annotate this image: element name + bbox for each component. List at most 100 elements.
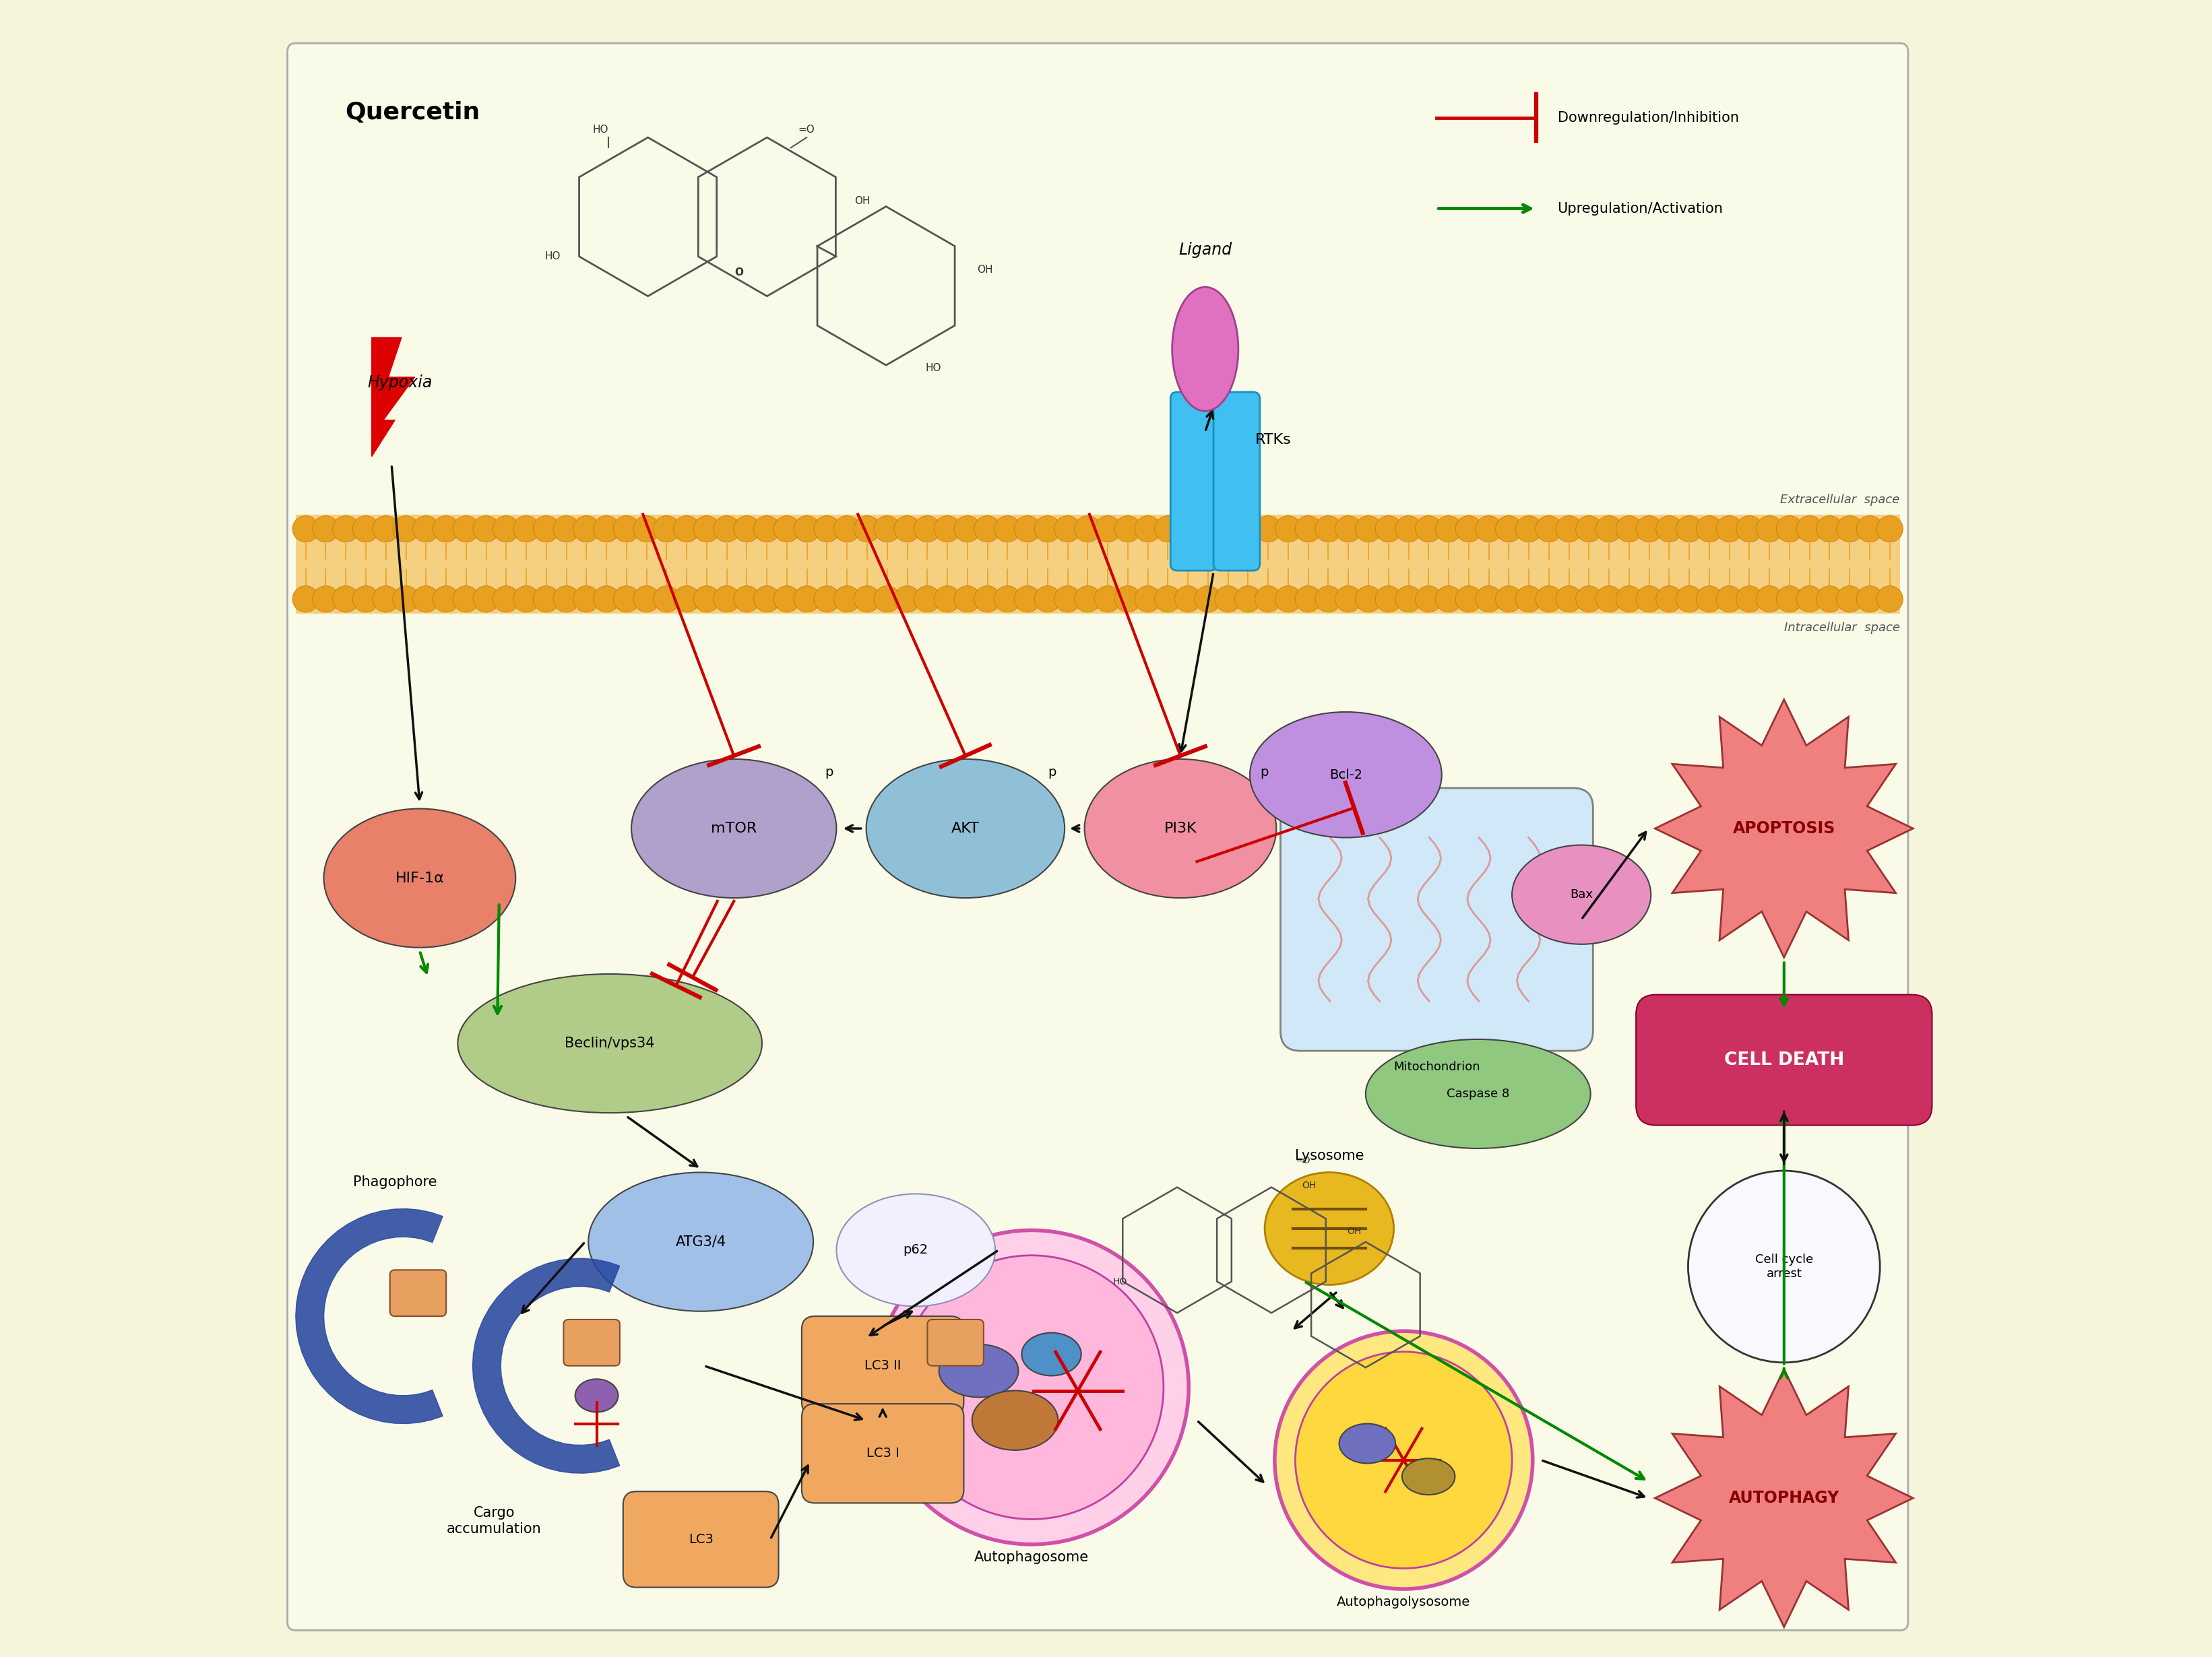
Circle shape [914,515,940,542]
Text: PI3K: PI3K [1164,822,1197,835]
Circle shape [874,587,900,611]
Circle shape [1637,587,1663,611]
Text: Autophagosome: Autophagosome [973,1551,1088,1564]
Circle shape [1736,515,1763,542]
Circle shape [1688,1171,1880,1362]
Ellipse shape [458,974,761,1114]
Circle shape [394,587,420,611]
Circle shape [1876,587,1902,611]
Circle shape [1396,587,1422,611]
Circle shape [1796,587,1823,611]
Circle shape [1495,515,1522,542]
Circle shape [1436,587,1462,611]
Text: OH: OH [978,265,993,275]
Text: Cargo
accumulation: Cargo accumulation [447,1506,542,1536]
Circle shape [1697,515,1723,542]
Circle shape [754,515,781,542]
Circle shape [1736,587,1763,611]
Circle shape [372,515,398,542]
FancyBboxPatch shape [624,1491,779,1587]
Circle shape [1376,515,1402,542]
Circle shape [1115,515,1141,542]
Circle shape [1336,587,1363,611]
Circle shape [1856,515,1882,542]
Circle shape [473,515,500,542]
Polygon shape [296,1210,442,1423]
Ellipse shape [971,1390,1057,1450]
Circle shape [695,515,719,542]
Circle shape [513,515,540,542]
Circle shape [1515,515,1542,542]
Circle shape [1515,587,1542,611]
Circle shape [1296,1352,1513,1569]
Polygon shape [372,338,414,457]
Circle shape [1475,515,1502,542]
Circle shape [894,587,920,611]
Ellipse shape [1084,759,1276,898]
Ellipse shape [575,1379,617,1412]
Ellipse shape [1513,845,1650,944]
Circle shape [292,587,319,611]
Circle shape [653,515,679,542]
Ellipse shape [867,759,1064,898]
Circle shape [1717,515,1743,542]
Circle shape [1155,515,1181,542]
Ellipse shape [1365,1039,1590,1148]
Circle shape [672,587,699,611]
Circle shape [1135,587,1161,611]
Text: mTOR: mTOR [710,822,757,835]
Circle shape [394,515,420,542]
Circle shape [473,587,500,611]
Circle shape [1055,515,1082,542]
Circle shape [1475,587,1502,611]
Text: O: O [734,267,743,277]
Circle shape [814,515,841,542]
Circle shape [1555,515,1582,542]
Circle shape [493,587,520,611]
Text: Bcl-2: Bcl-2 [1329,769,1363,780]
Circle shape [1416,587,1442,611]
Text: p: p [1261,766,1267,779]
Circle shape [993,515,1020,542]
Circle shape [1455,587,1482,611]
Circle shape [434,515,460,542]
Ellipse shape [588,1173,814,1311]
Text: HIF-1α: HIF-1α [396,872,445,885]
Circle shape [1075,515,1102,542]
Circle shape [533,515,560,542]
Text: Mitochondrion: Mitochondrion [1394,1060,1480,1072]
Circle shape [734,515,761,542]
Circle shape [593,587,619,611]
Text: Phagophore: Phagophore [354,1175,436,1190]
FancyBboxPatch shape [1281,789,1593,1051]
Polygon shape [1655,1369,1913,1627]
Circle shape [332,587,358,611]
Text: Autophagolysosome: Autophagolysosome [1336,1596,1471,1609]
Circle shape [1617,587,1641,611]
Circle shape [900,1256,1164,1519]
Circle shape [312,587,338,611]
Text: Caspase 8: Caspase 8 [1447,1087,1509,1100]
Circle shape [414,587,440,611]
Circle shape [1816,587,1843,611]
Text: LC3 II: LC3 II [865,1359,900,1372]
Circle shape [1035,587,1062,611]
Circle shape [894,515,920,542]
Circle shape [573,587,599,611]
Ellipse shape [938,1344,1018,1397]
Circle shape [854,515,880,542]
Circle shape [553,587,580,611]
FancyBboxPatch shape [927,1319,984,1365]
FancyBboxPatch shape [801,1316,964,1415]
Circle shape [1455,515,1482,542]
Circle shape [874,515,900,542]
Circle shape [1535,587,1562,611]
Ellipse shape [1402,1458,1455,1495]
Circle shape [1555,587,1582,611]
Circle shape [1416,515,1442,542]
Circle shape [1617,515,1641,542]
FancyBboxPatch shape [296,514,1900,613]
Circle shape [1595,515,1621,542]
FancyBboxPatch shape [389,1269,447,1316]
Circle shape [714,587,741,611]
